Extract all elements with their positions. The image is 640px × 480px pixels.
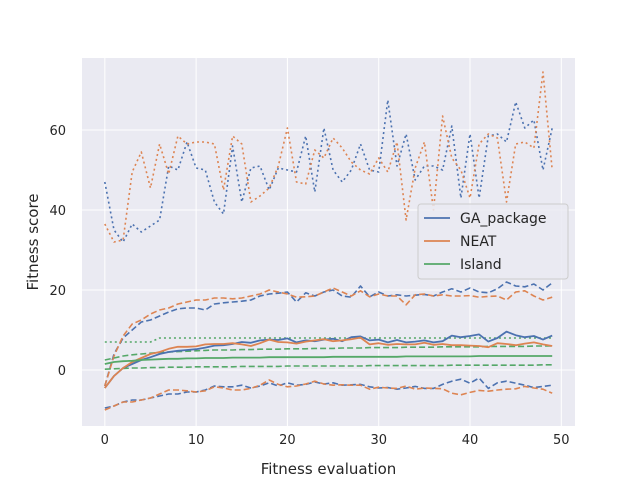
series-ga-package-max-line xyxy=(104,99,553,243)
y-tick-label: 60 xyxy=(49,124,66,139)
x-tick-label: 50 xyxy=(553,433,570,448)
x-axis-label: Fitness evaluation xyxy=(261,460,397,478)
x-tick-label: 30 xyxy=(370,433,387,448)
ticks: 0 10 20 30 40 50 0 20 40 60 xyxy=(49,124,569,448)
y-tick-label: 0 xyxy=(58,364,66,379)
legend: GA_package NEAT Island xyxy=(417,203,569,280)
x-tick-label: 20 xyxy=(279,433,296,448)
legend-box xyxy=(417,203,569,280)
series-neat-upper-line xyxy=(104,287,553,387)
series-island-max-line xyxy=(104,337,553,343)
series-ga-package-upper-line xyxy=(104,281,553,387)
legend-label-ga-package: GA_package xyxy=(460,211,547,227)
x-tick-label: 40 xyxy=(462,433,479,448)
legend-label-island: Island xyxy=(460,257,502,273)
y-tick-label: 20 xyxy=(49,284,66,299)
series-ga-package-mean-line xyxy=(104,330,553,389)
y-axis-label: Fitness score xyxy=(24,193,42,290)
x-tick-label: 10 xyxy=(188,433,205,448)
series-ga-package-lower-line xyxy=(104,377,553,409)
x-tick-label: 0 xyxy=(101,433,109,448)
y-tick-label: 40 xyxy=(49,204,66,219)
series-island-lower-line xyxy=(104,363,553,370)
series-neat-mean-line xyxy=(104,336,553,389)
series-layer xyxy=(104,71,553,411)
series-island-mean-line xyxy=(104,355,553,365)
legend-label-neat: NEAT xyxy=(460,234,497,250)
